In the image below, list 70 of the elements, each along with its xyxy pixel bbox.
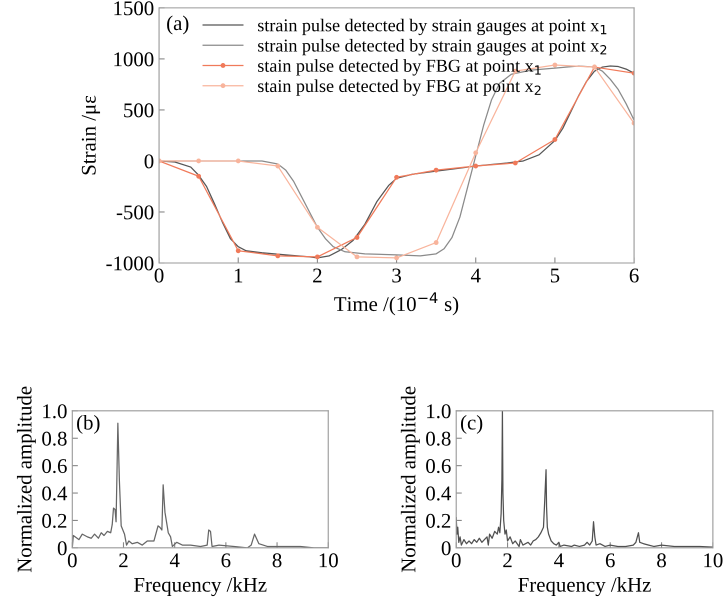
y-tick-label: 1.0 <box>43 404 67 418</box>
x-tick-label: 6 <box>630 268 639 283</box>
point <box>236 158 241 164</box>
y-tick-label: -1000 <box>106 256 154 270</box>
line-series <box>456 410 713 548</box>
y-axis-title: Strain /με <box>82 96 100 174</box>
point <box>434 240 439 246</box>
x-axis-title: Frequency /kHz <box>134 577 267 596</box>
y-tick-label: 1.0 <box>427 404 451 418</box>
y-tick-label: 0.6 <box>426 459 451 474</box>
x-tick-label: 6 <box>222 553 230 568</box>
x-tick-label: 3 <box>392 268 401 283</box>
point <box>434 168 439 173</box>
y-tick-label: 0 <box>442 541 451 556</box>
point <box>512 160 518 166</box>
y-tick-label: 0.4 <box>426 486 452 501</box>
point <box>196 174 202 179</box>
legend-label: stain pulse detected by FBG at point x$_{2}$ <box>258 79 541 96</box>
point <box>275 253 280 258</box>
x-tick-label: 4 <box>170 553 180 568</box>
point <box>354 254 360 260</box>
point <box>473 164 478 168</box>
y-axis-title: Normalized amplitude <box>400 386 420 572</box>
x-axis-title: Frequency /kHz <box>518 577 651 596</box>
x-tick-label: 0 <box>452 553 461 568</box>
point <box>196 158 202 164</box>
point <box>473 150 478 156</box>
x-tick-label: 8 <box>657 553 666 568</box>
x-tick-label: 10 <box>704 553 722 568</box>
annotation: (c) <box>460 414 482 434</box>
y-axis-title: Normalized amplitude <box>16 386 36 572</box>
point <box>394 174 399 180</box>
x-tick-label: 2 <box>503 553 512 568</box>
legend-label: strain pulse detected by strain gauges at point x$_{2}$ <box>258 38 606 56</box>
point <box>314 254 320 260</box>
y-tick-label: 0 <box>58 541 67 556</box>
point <box>354 235 360 240</box>
point <box>394 255 399 260</box>
x-tick-label: 4 <box>554 553 564 568</box>
annotation: (a) <box>167 16 188 34</box>
point <box>275 164 280 168</box>
x-tick-label: 2 <box>313 268 322 282</box>
x-axis-title: Time /(10$^{−4}$ s) <box>334 292 458 316</box>
y-tick-label: 0.6 <box>42 459 67 474</box>
point <box>552 62 558 68</box>
legend-label: strain pulse detected by strain gauges at point x$_{1}$ <box>258 18 606 36</box>
y-tick-label: 1500 <box>114 1 154 16</box>
x-tick-label: 5 <box>550 268 560 283</box>
legend-label: stain pulse detected by FBG at point x$_{1}$ <box>258 59 541 76</box>
point <box>314 224 320 230</box>
x-tick-label: 6 <box>606 553 615 568</box>
y-tick-label: 0.8 <box>42 432 67 446</box>
y-tick-label: 1000 <box>114 52 154 66</box>
x-tick-label: 1 <box>234 268 242 282</box>
x-tick-label: 10 <box>320 553 338 568</box>
x-tick-label: 0 <box>68 553 77 568</box>
y-tick-label: 0 <box>144 154 154 168</box>
y-tick-label: 0.2 <box>42 514 66 528</box>
y-tick-label: 0.4 <box>42 486 68 501</box>
y-tick-label: 0.2 <box>426 514 450 528</box>
annotation: (b) <box>77 414 100 434</box>
x-tick-label: 8 <box>272 553 282 568</box>
x-tick-label: 0 <box>154 268 164 283</box>
y-tick-label: -500 <box>116 205 154 220</box>
y-tick-label: 0.8 <box>426 432 451 446</box>
point <box>236 248 241 254</box>
x-tick-label: 2 <box>119 553 128 568</box>
x-tick-label: 4 <box>470 268 481 282</box>
point <box>552 137 558 142</box>
y-tick-label: 500 <box>124 103 154 118</box>
